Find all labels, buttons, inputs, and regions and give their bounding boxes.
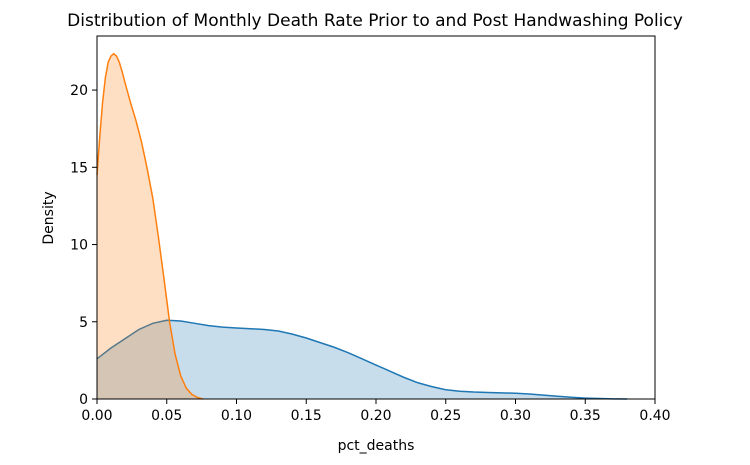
chart-title: Distribution of Monthly Death Rate Prior…: [67, 11, 683, 31]
density-area-1: [97, 53, 204, 399]
y-axis: 0 5 10 15 20: [70, 83, 97, 408]
y-tick-label: 10: [70, 238, 88, 254]
y-tick-label: 20: [70, 83, 88, 99]
x-tick-label: 0.20: [360, 408, 391, 424]
x-tick-label: 0.40: [639, 408, 670, 424]
x-tick-label: 0.05: [151, 408, 182, 424]
x-tick-label: 0.25: [430, 408, 461, 424]
x-tick-label: 0.35: [570, 408, 601, 424]
y-axis-label: Density: [41, 191, 57, 244]
x-tick-label: 0.15: [291, 408, 322, 424]
y-tick-label: 0: [79, 392, 88, 408]
x-axis-label: pct_deaths: [338, 438, 415, 454]
y-tick-label: 15: [70, 160, 88, 176]
x-tick-label: 0.10: [221, 408, 252, 424]
density-line-1: [96, 52, 204, 400]
x-tick-label: 0.00: [81, 408, 112, 424]
y-tick-label: 5: [79, 315, 88, 331]
plot-area: [96, 52, 628, 400]
x-tick-label: 0.30: [500, 408, 531, 424]
x-axis: 0.00 0.05 0.10 0.15 0.20 0.25 0.30 0.35 0.40: [81, 399, 671, 424]
density-line-0: [96, 319, 628, 400]
